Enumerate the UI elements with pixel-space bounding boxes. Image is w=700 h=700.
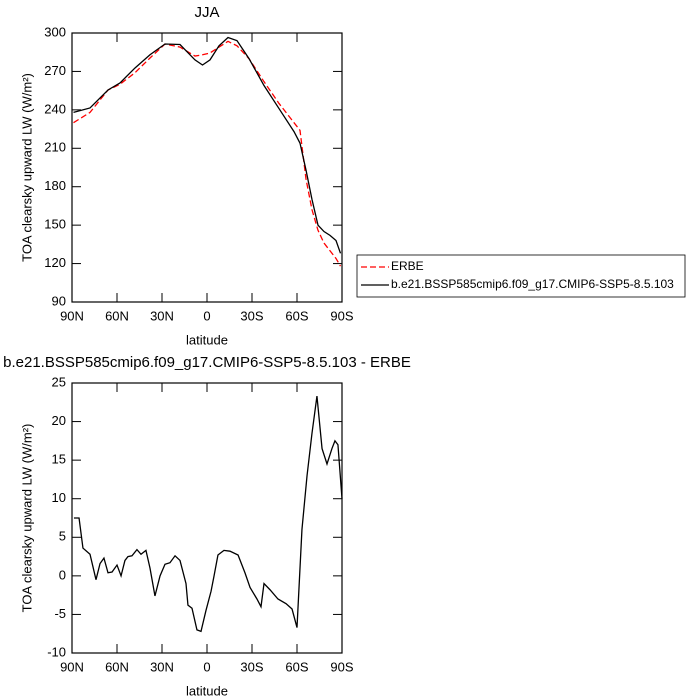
x-tick-label: 0	[203, 308, 210, 323]
y-tick-label: 15	[52, 452, 66, 467]
chart-title: JJA	[194, 4, 219, 21]
y-tick-label: 25	[52, 374, 66, 389]
x-tick-label: 60S	[285, 308, 308, 323]
legend-box	[356, 254, 686, 298]
y-tick-label: 150	[44, 217, 66, 232]
y-tick-label: 10	[52, 490, 66, 505]
y-tick-label: 0	[59, 567, 66, 582]
chart-title: b.e21.BSSP585cmip6.f09_g17.CMIP6-SSP5-8.…	[3, 354, 411, 371]
y-tick-label: -10	[47, 644, 66, 659]
y-tick-label: 210	[44, 140, 66, 155]
x-tick-label: 90S	[330, 659, 353, 674]
x-tick-label: 30N	[150, 308, 174, 323]
x-tick-label: 60N	[105, 308, 129, 323]
plot-frame	[71, 382, 343, 654]
x-axis-label: latitude	[186, 683, 228, 698]
y-tick-label: 5	[59, 529, 66, 544]
y-tick-label: -5	[54, 606, 66, 621]
data-line	[73, 40, 342, 267]
y-axis-label: TOA clearsky upward LW (W/m²)	[19, 424, 34, 613]
y-tick-label: 90	[52, 293, 66, 308]
legend-label: ERBE	[391, 259, 424, 273]
y-tick-label: 270	[44, 63, 66, 78]
data-line	[73, 36, 342, 254]
plot-frame	[71, 32, 343, 303]
legend-label: b.e21.BSSP585cmip6.f09_g17.CMIP6-SSP5-8.…	[391, 277, 674, 291]
y-tick-label: 240	[44, 101, 66, 116]
x-tick-label: 0	[203, 659, 210, 674]
data-line	[73, 396, 343, 633]
x-tick-label: 90N	[60, 659, 84, 674]
y-tick-label: 20	[52, 413, 66, 428]
x-tick-label: 90N	[60, 308, 84, 323]
x-tick-label: 60S	[285, 659, 308, 674]
x-tick-label: 30N	[150, 659, 174, 674]
y-tick-label: 180	[44, 178, 66, 193]
x-tick-label: 30S	[240, 308, 263, 323]
x-tick-label: 30S	[240, 659, 263, 674]
y-tick-label: 120	[44, 255, 66, 270]
x-axis-label: latitude	[186, 332, 228, 347]
x-tick-label: 60N	[105, 659, 129, 674]
x-tick-label: 90S	[330, 308, 353, 323]
y-tick-label: 300	[44, 24, 66, 39]
y-axis-label: TOA clearsky upward LW (W/m²)	[19, 73, 34, 262]
